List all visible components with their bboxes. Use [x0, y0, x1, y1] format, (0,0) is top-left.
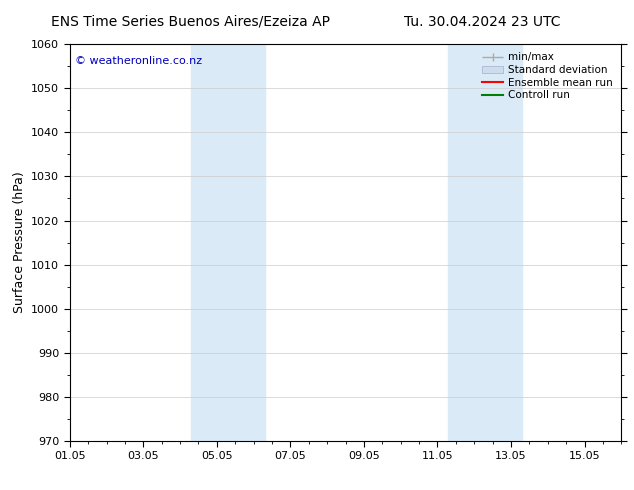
Bar [191, 44, 264, 441]
Text: © weatheronline.co.nz: © weatheronline.co.nz [75, 56, 202, 66]
Text: Tu. 30.04.2024 23 UTC: Tu. 30.04.2024 23 UTC [404, 15, 560, 29]
Legend: min/max, Standard deviation, Ensemble mean run, Controll run: min/max, Standard deviation, Ensemble me… [479, 49, 616, 103]
Y-axis label: Surface Pressure (hPa): Surface Pressure (hPa) [13, 172, 25, 314]
Bar [448, 44, 522, 441]
Text: ENS Time Series Buenos Aires/Ezeiza AP: ENS Time Series Buenos Aires/Ezeiza AP [51, 15, 330, 29]
